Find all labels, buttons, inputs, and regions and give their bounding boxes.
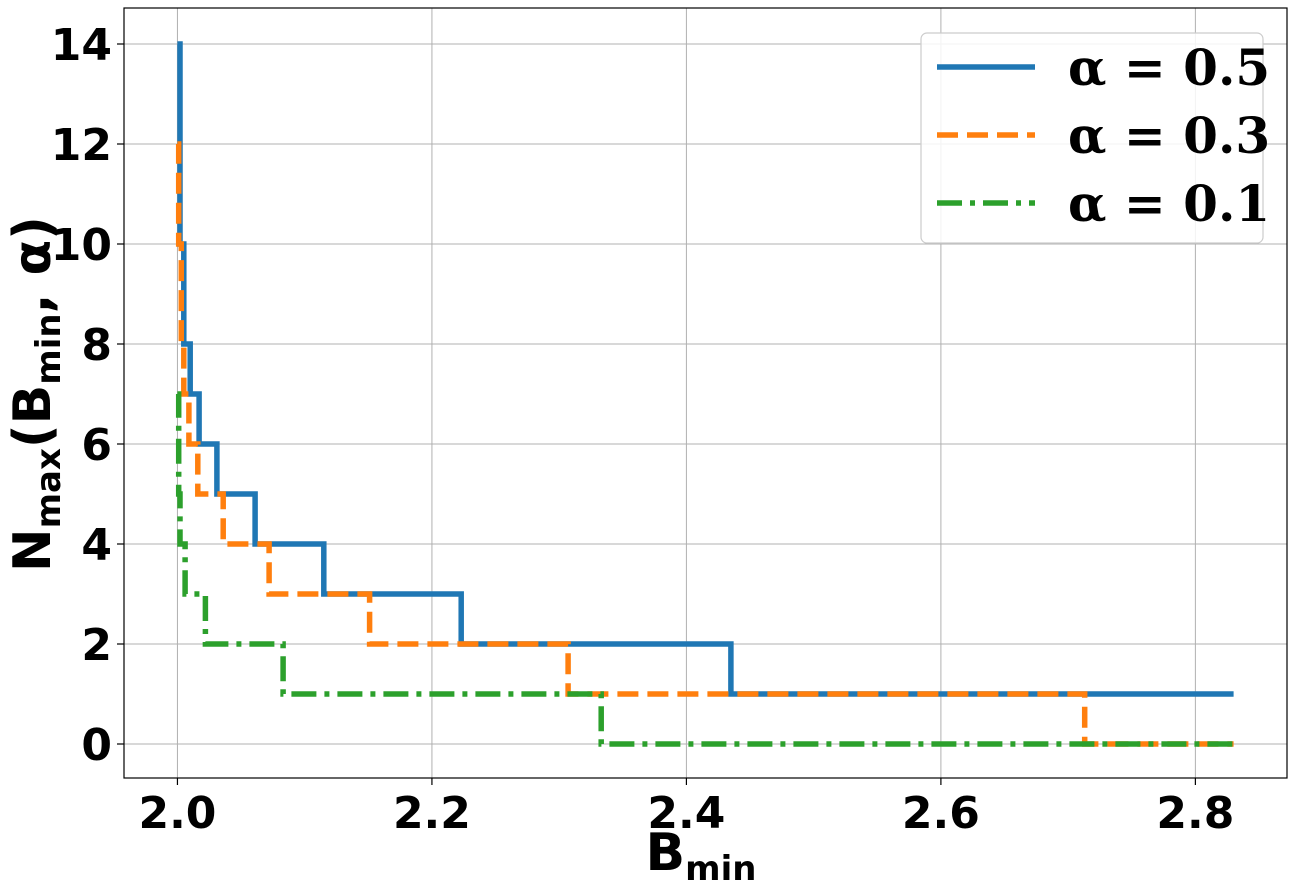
- legend-box: [920, 32, 1264, 244]
- y-tick-label: 10: [51, 220, 112, 271]
- x-tick-label: 2.4: [647, 788, 725, 839]
- y-tick-label: 8: [81, 320, 112, 371]
- legend-label-0: α = 0.5: [1068, 38, 1270, 97]
- x-tick-label: 2.0: [138, 788, 216, 839]
- ticks: 2.0 2.2 2.4 2.6 2.8 0 2 4 6 8 10 12 14: [51, 20, 1235, 839]
- y-tick-label: 14: [51, 20, 112, 71]
- series-layer: [175, 41, 1234, 747]
- series-line-2: [175, 391, 1234, 747]
- x-tick-label: 2.2: [393, 788, 471, 839]
- legend-label-1: α = 0.3: [1068, 106, 1270, 165]
- y-tick-label: 2: [81, 620, 112, 671]
- y-axis-label: Nmax(Bmin, α): [3, 216, 69, 572]
- x-axis-label: Bmin: [646, 823, 757, 888]
- x-tick-label: 2.8: [1156, 788, 1234, 839]
- series-line-1: [175, 141, 1234, 747]
- y-tick-label: 12: [51, 120, 112, 171]
- y-tick-label: 0: [81, 720, 112, 771]
- legend-label-2: α = 0.1: [1068, 174, 1270, 233]
- plot-frame: [123, 7, 1288, 779]
- y-tick-label: 4: [81, 520, 112, 571]
- legend: α = 0.5 α = 0.3 α = 0.1: [920, 32, 1270, 244]
- y-tick-label: 6: [81, 420, 112, 471]
- x-tick-label: 2.6: [902, 788, 980, 839]
